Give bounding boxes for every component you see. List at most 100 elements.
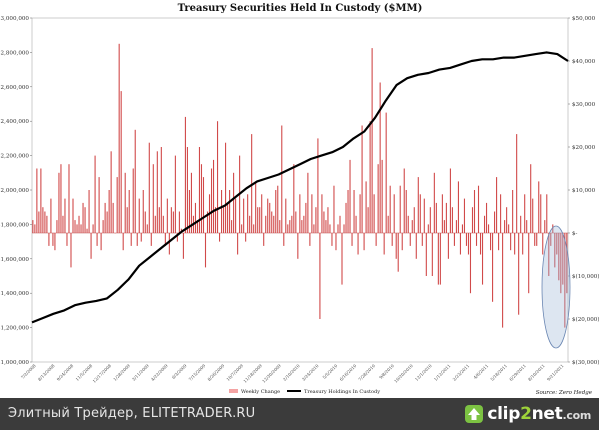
- weekly-change-bar: [303, 215, 305, 233]
- weekly-change-bar: [186, 147, 188, 233]
- right-tick-label: $(30,000): [572, 359, 599, 366]
- x-tick-label: 1/12/2011: [433, 363, 452, 382]
- weekly-change-bar: [285, 198, 287, 233]
- weekly-change-bar: [118, 43, 120, 233]
- x-tick-label: 12/1/2010: [414, 363, 433, 382]
- weekly-change-bar: [457, 181, 459, 233]
- left-tick-label: $2,400,000: [0, 119, 29, 125]
- left-axis: $1,000,000 $1,200,000 $1,400,000 $1,600,000…: [0, 16, 32, 366]
- right-tick-label: $10,000: [572, 188, 596, 194]
- weekly-change-bar: [54, 233, 56, 251]
- weekly-change-bar: [437, 233, 439, 285]
- weekly-change-bar: [245, 233, 247, 242]
- weekly-change-bar: [473, 190, 476, 233]
- x-tick-label: 7/28/2010: [357, 363, 376, 382]
- weekly-change-bar: [269, 202, 271, 233]
- footer-bar: Элитный Трейдер, ELITETRADER.RU clip2net…: [0, 398, 599, 430]
- weekly-change-bar: [522, 233, 524, 255]
- weekly-change-bar: [433, 172, 435, 233]
- weekly-change-bar: [72, 198, 74, 233]
- weekly-change-bar: [98, 177, 100, 233]
- weekly-change-bar: [548, 233, 550, 276]
- weekly-change-bar: [319, 233, 321, 319]
- weekly-change-bar: [70, 233, 72, 268]
- weekly-change-bar: [353, 190, 355, 233]
- weekly-change-bar: [249, 215, 251, 233]
- weekly-change-bar: [510, 233, 512, 251]
- plot-frame: [31, 17, 569, 363]
- weekly-change-bar: [556, 233, 558, 255]
- weekly-change-bar: [295, 211, 297, 233]
- weekly-change-bar: [56, 220, 58, 233]
- weekly-change-bar: [225, 142, 227, 233]
- weekly-change-bar: [490, 233, 492, 251]
- weekly-change-bar: [520, 215, 522, 233]
- left-tick-label: $1,000,000: [0, 360, 29, 366]
- weekly-change-bar: [273, 215, 275, 233]
- weekly-change-bar: [369, 121, 371, 233]
- weekly-change-bar: [233, 172, 235, 233]
- weekly-change-bar: [144, 211, 146, 233]
- weekly-change-bar: [64, 198, 66, 233]
- weekly-change-bar: [38, 211, 40, 233]
- weekly-change-bar: [235, 198, 237, 233]
- weekly-change-bar: [229, 190, 231, 233]
- weekly-change-bar: [305, 202, 307, 233]
- weekly-change-bar: [36, 168, 38, 233]
- weekly-change-bar: [120, 91, 122, 233]
- weekly-change-bar: [560, 233, 562, 294]
- weekly-change-bar: [496, 177, 498, 233]
- x-tick-label: 7/15/2009: [188, 363, 207, 382]
- weekly-change-bar: [204, 233, 207, 268]
- weekly-change-bar: [223, 207, 225, 233]
- weekly-change-bar: [341, 233, 343, 285]
- weekly-change-bar: [447, 233, 449, 259]
- x-tick-label: 4/6/2011: [472, 363, 489, 380]
- weekly-change-bar: [42, 207, 44, 233]
- weekly-change-bar: [439, 233, 441, 285]
- weekly-change-bar: [60, 164, 62, 233]
- weekly-change-bar: [451, 207, 453, 233]
- x-tick-label: 9/24/2008: [56, 363, 75, 382]
- weekly-change-bar: [168, 233, 170, 255]
- grid: [31, 17, 569, 363]
- weekly-change-bar: [530, 164, 532, 233]
- weekly-change-bar: [138, 198, 140, 233]
- weekly-change-bar: [307, 172, 309, 233]
- weekly-change-bar: [178, 211, 180, 233]
- weekly-change-bar: [237, 233, 239, 255]
- weekly-change-bar: [48, 233, 50, 246]
- weekly-change-bar: [562, 233, 564, 285]
- left-tick-label: $2,800,000: [0, 50, 29, 56]
- weekly-change-bar: [247, 194, 249, 233]
- weekly-change-bar: [261, 194, 263, 233]
- weekly-change-bar: [146, 224, 148, 233]
- weekly-change-bar: [403, 168, 405, 233]
- weekly-change-bar: [333, 185, 335, 233]
- left-tick-label: $2,000,000: [0, 188, 29, 194]
- weekly-change-bar: [379, 82, 381, 233]
- weekly-change-bar: [479, 233, 482, 255]
- weekly-change-bar: [401, 233, 403, 251]
- weekly-change-bar: [76, 224, 78, 233]
- weekly-change-bar: [150, 233, 152, 246]
- left-tick-label: $2,600,000: [0, 85, 29, 91]
- weekly-change-bar: [492, 233, 494, 302]
- x-tick-label: 12/17/2008: [92, 363, 113, 384]
- weekly-change-bar: [154, 215, 156, 233]
- weekly-change-bar: [291, 215, 293, 233]
- x-tick-label: 9/8/2010: [378, 363, 395, 380]
- weekly-change-bar: [498, 233, 500, 251]
- weekly-change-bar: [347, 190, 349, 233]
- weekly-change-bar: [407, 215, 409, 233]
- weekly-change-bar: [243, 198, 245, 233]
- weekly-change-bar: [253, 224, 255, 233]
- brand-logo[interactable]: clip2net.com: [464, 402, 591, 426]
- weekly-change-bar: [528, 233, 530, 294]
- weekly-change-bar: [363, 233, 365, 251]
- weekly-change-bar: [337, 224, 339, 233]
- weekly-change-bar: [516, 134, 518, 233]
- weekly-change-bar: [40, 168, 42, 233]
- weekly-change-bar: [429, 207, 431, 233]
- weekly-change-bar: [309, 233, 311, 246]
